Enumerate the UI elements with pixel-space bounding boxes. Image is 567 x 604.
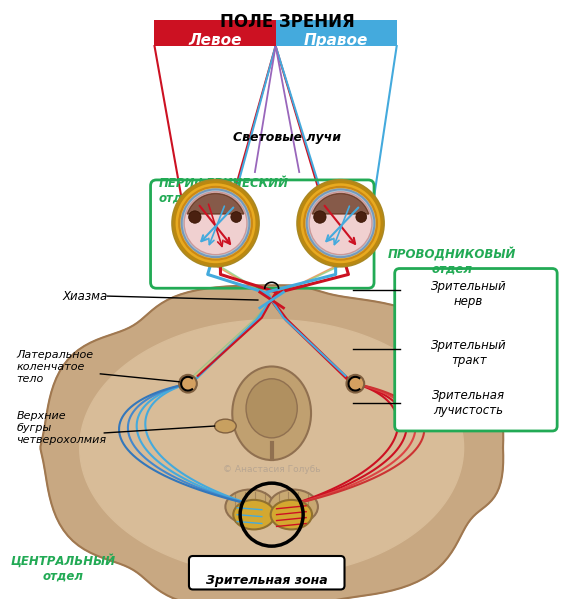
Text: Хиазма: Хиазма — [63, 289, 108, 303]
Circle shape — [179, 375, 197, 393]
Ellipse shape — [232, 367, 311, 460]
Circle shape — [181, 189, 249, 257]
Circle shape — [314, 211, 326, 223]
Circle shape — [304, 187, 377, 260]
Text: Зрительная зона: Зрительная зона — [206, 574, 328, 586]
Text: ЦЕНТРАЛЬНЫЙ
отдел: ЦЕНТРАЛЬНЫЙ отдел — [10, 554, 116, 583]
Circle shape — [172, 180, 259, 266]
FancyBboxPatch shape — [276, 21, 397, 46]
Circle shape — [299, 182, 382, 265]
Circle shape — [297, 180, 384, 266]
Circle shape — [189, 211, 201, 223]
FancyBboxPatch shape — [189, 556, 345, 590]
Polygon shape — [80, 320, 464, 576]
Circle shape — [179, 187, 252, 260]
Text: Правое: Правое — [303, 33, 368, 48]
Text: ПОЛЕ ЗРЕНИЯ: ПОЛЕ ЗРЕНИЯ — [220, 13, 355, 31]
FancyBboxPatch shape — [154, 21, 276, 46]
Text: Левое: Левое — [189, 33, 242, 48]
Circle shape — [174, 182, 257, 265]
Polygon shape — [40, 285, 503, 604]
Text: Зрительная
лучистость: Зрительная лучистость — [432, 388, 505, 417]
Ellipse shape — [214, 419, 236, 433]
Ellipse shape — [246, 379, 297, 438]
Ellipse shape — [233, 500, 274, 530]
Polygon shape — [187, 193, 244, 214]
Text: Латеральное
коленчатое
тело: Латеральное коленчатое тело — [16, 350, 94, 384]
FancyBboxPatch shape — [395, 269, 557, 431]
Text: © Анастасия Голубь: © Анастасия Голубь — [223, 466, 320, 474]
Text: ПЕРИФЕРИЧЕСКИЙ
отдел: ПЕРИФЕРИЧЕСКИЙ отдел — [158, 177, 289, 205]
Circle shape — [307, 189, 374, 257]
Circle shape — [356, 211, 367, 222]
Text: Верхние
бугры
четверохолмия: Верхние бугры четверохолмия — [16, 411, 107, 445]
Circle shape — [346, 375, 364, 393]
Text: Зрительный
тракт: Зрительный тракт — [431, 339, 506, 367]
Ellipse shape — [270, 500, 312, 530]
Text: Световые лучи: Световые лучи — [234, 130, 341, 144]
Circle shape — [184, 192, 247, 255]
Polygon shape — [312, 193, 369, 214]
Text: Зрительный
нерв: Зрительный нерв — [431, 280, 506, 308]
Circle shape — [309, 192, 372, 255]
Circle shape — [231, 211, 242, 222]
Text: ПРОВОДНИКОВЫЙ
отдел: ПРОВОДНИКОВЫЙ отдел — [388, 247, 516, 276]
Ellipse shape — [225, 490, 274, 524]
Ellipse shape — [269, 490, 318, 524]
